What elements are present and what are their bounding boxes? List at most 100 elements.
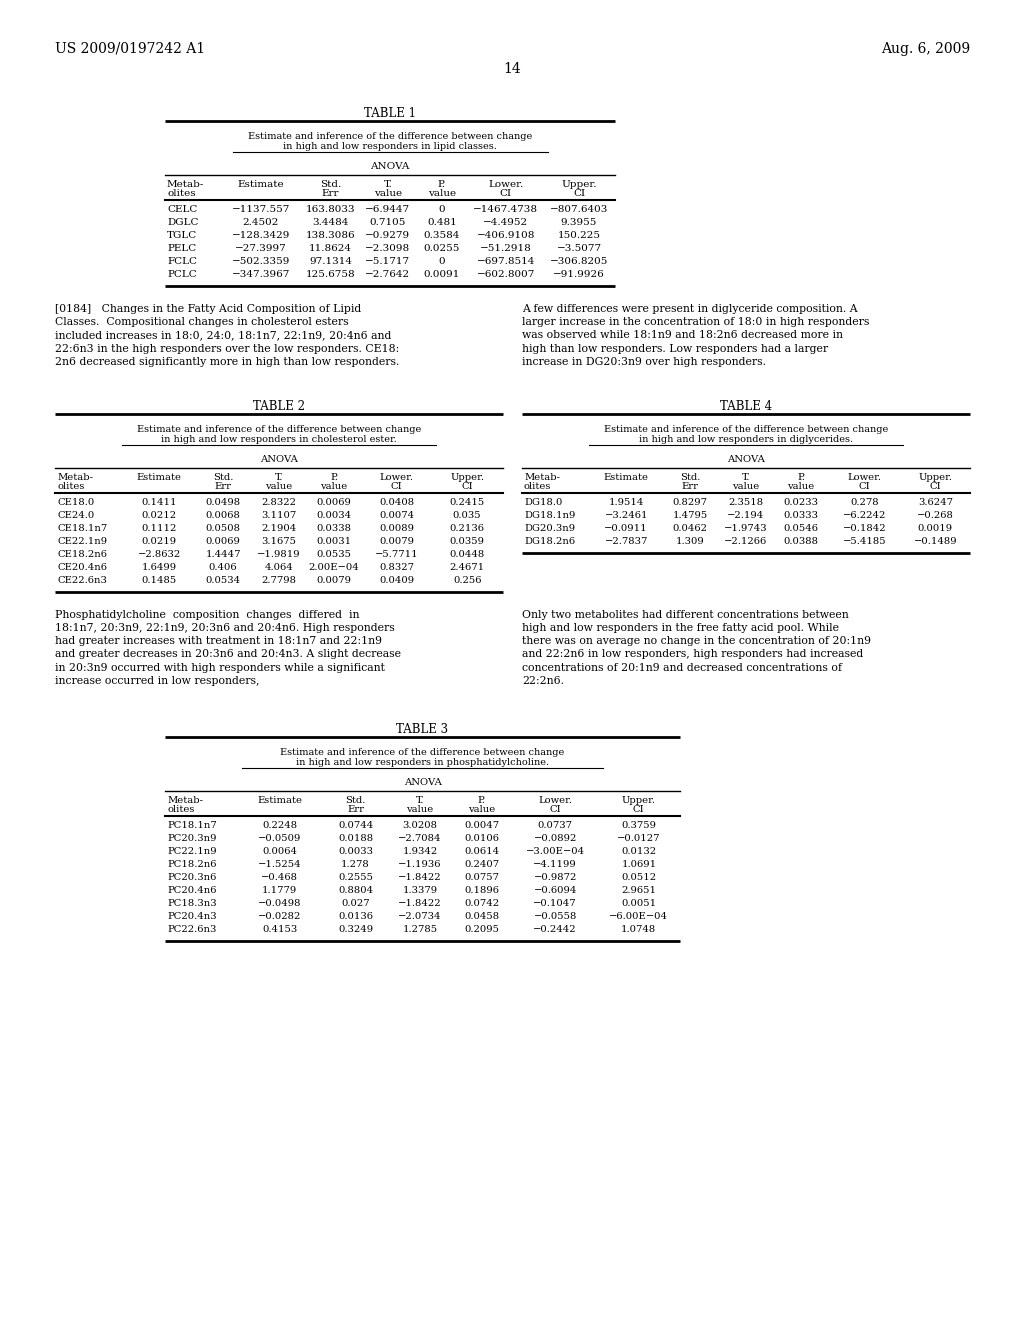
Text: Err: Err [682, 482, 698, 491]
Text: −0.0498: −0.0498 [258, 899, 301, 908]
Text: −6.9447: −6.9447 [366, 205, 411, 214]
Text: 0.0338: 0.0338 [316, 524, 351, 533]
Text: Upper.: Upper. [622, 796, 655, 805]
Text: −1.8422: −1.8422 [398, 899, 441, 908]
Text: 1.1779: 1.1779 [262, 886, 297, 895]
Text: 1.278: 1.278 [341, 859, 370, 869]
Text: 0.8297: 0.8297 [673, 498, 708, 507]
Text: 1.9342: 1.9342 [402, 847, 437, 855]
Text: −0.1842: −0.1842 [843, 524, 887, 533]
Text: 0.0462: 0.0462 [673, 524, 708, 533]
Text: CE18.0: CE18.0 [57, 498, 94, 507]
Text: −0.2442: −0.2442 [534, 925, 577, 933]
Text: Std.: Std. [680, 473, 700, 482]
Text: −0.0911: −0.0911 [604, 524, 648, 533]
Text: 0.027: 0.027 [341, 899, 370, 908]
Text: olites: olites [167, 805, 195, 814]
Text: DG18.1n9: DG18.1n9 [524, 511, 575, 520]
Text: 2.3518: 2.3518 [728, 498, 764, 507]
Text: CI: CI [633, 805, 645, 814]
Text: Estimate: Estimate [257, 796, 302, 805]
Text: PC20.3n9: PC20.3n9 [167, 834, 216, 843]
Text: TGLC: TGLC [167, 231, 198, 240]
Text: P.: P. [437, 180, 445, 189]
Text: 0.0136: 0.0136 [338, 912, 373, 921]
Text: value: value [374, 189, 401, 198]
Text: −697.8514: −697.8514 [477, 257, 536, 267]
Text: in high and low responders in lipid classes.: in high and low responders in lipid clas… [283, 143, 497, 150]
Text: −6.00E−04: −6.00E−04 [609, 912, 669, 921]
Text: −2.0734: −2.0734 [398, 912, 441, 921]
Text: 0.2095: 0.2095 [464, 925, 500, 933]
Text: 0.0074: 0.0074 [379, 511, 414, 520]
Text: 0.0742: 0.0742 [464, 899, 500, 908]
Text: −1.1936: −1.1936 [398, 859, 441, 869]
Text: 0.481: 0.481 [427, 218, 457, 227]
Text: 0.0219: 0.0219 [141, 537, 177, 546]
Text: 97.1314: 97.1314 [309, 257, 352, 267]
Text: CI: CI [859, 482, 870, 491]
Text: −0.0282: −0.0282 [258, 912, 301, 921]
Text: 2.9651: 2.9651 [622, 886, 656, 895]
Text: −0.468: −0.468 [261, 873, 298, 882]
Text: T.: T. [416, 796, 424, 805]
Text: 0.3249: 0.3249 [338, 925, 373, 933]
Text: −0.0892: −0.0892 [534, 834, 577, 843]
Text: CI: CI [391, 482, 402, 491]
Text: 3.1675: 3.1675 [261, 537, 297, 546]
Text: −1.9743: −1.9743 [724, 524, 768, 533]
Text: Lower.: Lower. [488, 180, 523, 189]
Text: 0.2415: 0.2415 [450, 498, 484, 507]
Text: 0.0089: 0.0089 [379, 524, 414, 533]
Text: ANOVA: ANOVA [727, 455, 765, 463]
Text: PC18.2n6: PC18.2n6 [167, 859, 216, 869]
Text: Lower.: Lower. [380, 473, 414, 482]
Text: −0.6094: −0.6094 [534, 886, 577, 895]
Text: −0.268: −0.268 [916, 511, 953, 520]
Text: 0.2407: 0.2407 [464, 859, 500, 869]
Text: −3.5077: −3.5077 [556, 244, 601, 253]
Text: 4.064: 4.064 [264, 562, 293, 572]
Text: T.: T. [741, 473, 751, 482]
Text: 0.1112: 0.1112 [141, 524, 177, 533]
Text: Metab-: Metab- [167, 180, 205, 189]
Text: 0.0408: 0.0408 [379, 498, 414, 507]
Text: 0.0031: 0.0031 [316, 537, 351, 546]
Text: Upper.: Upper. [451, 473, 484, 482]
Text: −1467.4738: −1467.4738 [473, 205, 539, 214]
Text: 0.0255: 0.0255 [424, 244, 460, 253]
Text: CI: CI [549, 805, 561, 814]
Text: 0.3584: 0.3584 [424, 231, 460, 240]
Text: value: value [732, 482, 760, 491]
Text: 1.3379: 1.3379 [402, 886, 437, 895]
Text: 1.4447: 1.4447 [205, 550, 241, 558]
Text: 0.1896: 0.1896 [464, 886, 500, 895]
Text: 0.4153: 0.4153 [262, 925, 297, 933]
Text: TABLE 3: TABLE 3 [396, 723, 449, 735]
Text: 0: 0 [438, 257, 445, 267]
Text: Std.: Std. [345, 796, 366, 805]
Text: 1.9514: 1.9514 [608, 498, 644, 507]
Text: 0.0508: 0.0508 [206, 524, 241, 533]
Text: 0.278: 0.278 [850, 498, 879, 507]
Text: 2.4671: 2.4671 [450, 562, 484, 572]
Text: 1.2785: 1.2785 [402, 925, 437, 933]
Text: Lower.: Lower. [539, 796, 572, 805]
Text: Lower.: Lower. [848, 473, 882, 482]
Text: 0.0409: 0.0409 [379, 576, 414, 585]
Text: value: value [787, 482, 814, 491]
Text: 3.6247: 3.6247 [918, 498, 952, 507]
Text: 0.3759: 0.3759 [622, 821, 656, 830]
Text: value: value [265, 482, 293, 491]
Text: value: value [407, 805, 433, 814]
Text: 0.1411: 0.1411 [141, 498, 177, 507]
Text: DGLC: DGLC [167, 218, 199, 227]
Text: value: value [428, 189, 456, 198]
Text: ANOVA: ANOVA [403, 777, 441, 787]
Text: CI: CI [500, 189, 512, 198]
Text: Std.: Std. [319, 180, 341, 189]
Text: −602.8007: −602.8007 [477, 271, 536, 279]
Text: −1137.557: −1137.557 [231, 205, 290, 214]
Text: −0.1489: −0.1489 [913, 537, 957, 546]
Text: −2.8632: −2.8632 [137, 550, 181, 558]
